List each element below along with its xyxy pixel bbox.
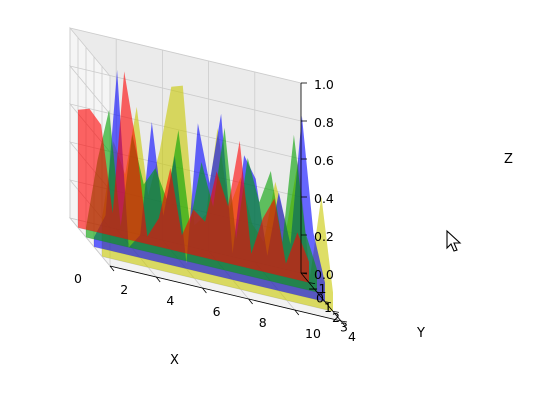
x-axis-label: X: [170, 353, 179, 368]
x-tick: [294, 309, 300, 316]
z-tick-label: 0.4: [314, 191, 334, 206]
x-tick-label: 2: [120, 282, 128, 297]
x-axis-line: [109, 265, 342, 322]
y-tick-label: −1: [308, 281, 326, 296]
series-area: [78, 71, 309, 283]
y-tick: [324, 301, 332, 304]
y-tick: [332, 311, 340, 313]
y-tick-label: 0: [316, 291, 324, 306]
z-tick-label: 0.2: [314, 229, 334, 244]
z-axis-label: Z: [504, 152, 513, 167]
z-tick-label: 1.0: [314, 77, 334, 92]
x-tick: [109, 265, 115, 272]
x-tick: [202, 287, 207, 294]
axis-lines: [109, 83, 342, 322]
y-tick-label: 1: [324, 300, 332, 315]
x-tick-label: 0: [74, 271, 82, 286]
x-tick-label: 10: [305, 326, 321, 341]
y-tick-label: 2: [332, 310, 340, 325]
y-axis-line: [300, 272, 342, 322]
z-gridline: [68, 27, 302, 84]
y-tick: [316, 291, 324, 294]
x-tick: [155, 276, 161, 283]
x-tick: [248, 298, 253, 305]
y-tick: [308, 282, 316, 284]
series-group: [78, 69, 333, 312]
y-tick: [340, 320, 348, 323]
z-gridline: [68, 65, 302, 122]
y-tick-label: 3: [340, 319, 348, 334]
y-tick-label: 4: [348, 329, 356, 344]
cursor-pointer-icon: [446, 229, 462, 252]
z-tick-label: 0.8: [314, 115, 334, 130]
x-tick-label: 8: [259, 315, 267, 330]
x-tick: [340, 320, 346, 327]
z-tick-label: 0.6: [314, 153, 334, 168]
y-axis-label: Y: [416, 326, 425, 341]
z-tick-label: 0.0: [314, 267, 334, 282]
x-tick-label: 4: [166, 293, 174, 308]
x-tick-label: 6: [213, 304, 221, 319]
